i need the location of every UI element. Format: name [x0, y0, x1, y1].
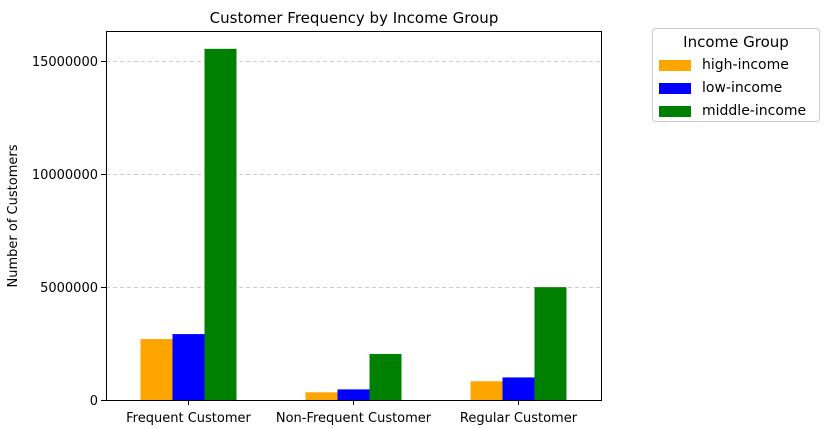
- legend-swatch-high-income: [659, 59, 691, 71]
- bar-low-income: [172, 334, 205, 400]
- x-tick-label: Frequent Customer: [126, 411, 251, 426]
- legend-item-high-income: high-income: [659, 56, 789, 74]
- gridlines: [106, 61, 601, 288]
- legend-item-low-income: low-income: [659, 79, 782, 97]
- bars-group: [140, 48, 567, 401]
- legend-swatch-middle-income: [659, 105, 691, 117]
- bar-high-income: [140, 339, 173, 400]
- bar-middle-income: [204, 48, 237, 401]
- legend-title: Income Group: [683, 33, 789, 51]
- bar-low-income: [502, 377, 535, 400]
- y-axis-label: Number of Customers: [6, 144, 21, 287]
- bar-middle-income: [369, 353, 402, 400]
- bar-high-income: [305, 392, 338, 400]
- x-axis-ticks: Frequent Customer Non-Frequent Customer Re…: [126, 400, 578, 426]
- bar-middle-income: [534, 287, 567, 400]
- bar-low-income: [337, 389, 370, 400]
- y-tick-label: 0: [90, 394, 98, 409]
- y-tick-label: 15000000: [32, 55, 98, 70]
- bar-high-income: [470, 381, 503, 400]
- y-tick-label: 5000000: [40, 281, 98, 296]
- y-axis-ticks: 0 5000000 10000000 15000000: [32, 55, 106, 409]
- legend-label: middle-income: [702, 103, 807, 119]
- legend: Income Group high-income low-income midd…: [652, 28, 820, 122]
- x-tick-label: Non-Frequent Customer: [276, 411, 432, 426]
- legend-swatch-low-income: [659, 82, 691, 94]
- legend-label: low-income: [702, 80, 783, 96]
- x-tick-label: Regular Customer: [460, 411, 578, 426]
- legend-item-middle-income: middle-income: [659, 102, 806, 120]
- legend-label: high-income: [702, 57, 789, 73]
- y-tick-label: 10000000: [32, 168, 98, 183]
- chart-title: Customer Frequency by Income Group: [210, 9, 499, 27]
